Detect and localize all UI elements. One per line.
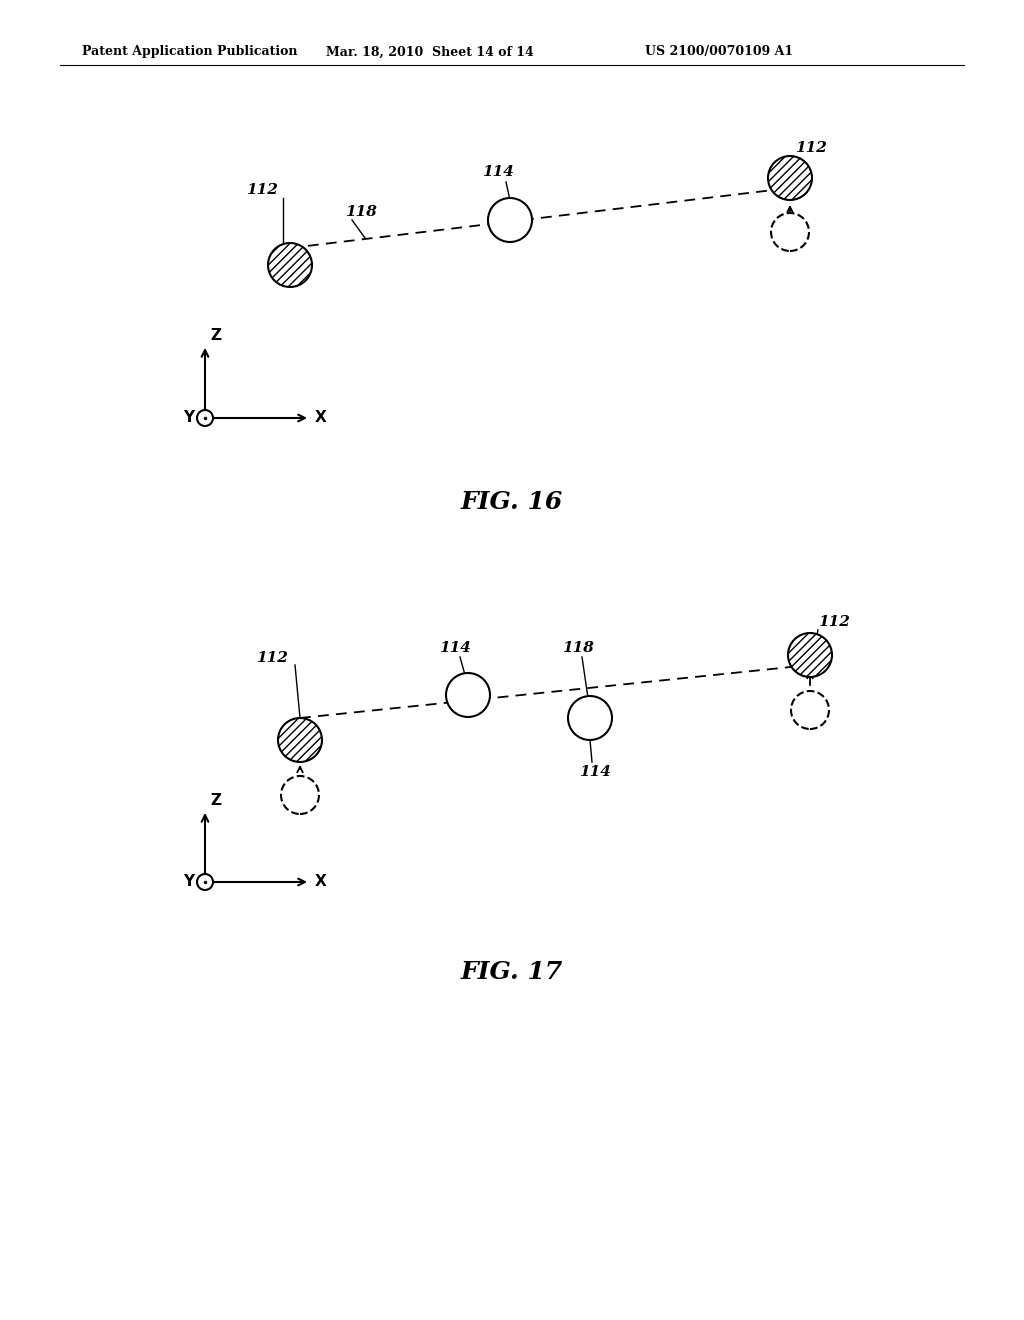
Text: Z: Z <box>210 327 221 343</box>
Text: 114: 114 <box>482 165 514 180</box>
Ellipse shape <box>281 776 319 814</box>
Text: 118: 118 <box>345 205 377 219</box>
Text: 112: 112 <box>818 615 850 630</box>
Text: 114: 114 <box>579 766 611 779</box>
Text: Y: Y <box>183 874 194 890</box>
Text: US 2100/0070109 A1: US 2100/0070109 A1 <box>645 45 794 58</box>
Ellipse shape <box>197 874 213 890</box>
Text: 112: 112 <box>246 183 278 197</box>
Text: 112: 112 <box>256 651 288 665</box>
Ellipse shape <box>788 634 831 677</box>
Text: 114: 114 <box>439 642 471 655</box>
Ellipse shape <box>791 690 829 729</box>
Text: Mar. 18, 2010  Sheet 14 of 14: Mar. 18, 2010 Sheet 14 of 14 <box>326 45 534 58</box>
Ellipse shape <box>568 696 612 741</box>
Text: FIG. 16: FIG. 16 <box>461 490 563 513</box>
Ellipse shape <box>197 411 213 426</box>
Ellipse shape <box>446 673 490 717</box>
Text: FIG. 17: FIG. 17 <box>461 960 563 983</box>
Ellipse shape <box>488 198 532 242</box>
Ellipse shape <box>768 156 812 201</box>
Text: X: X <box>315 874 327 890</box>
Ellipse shape <box>268 243 312 286</box>
Text: Patent Application Publication: Patent Application Publication <box>82 45 298 58</box>
Text: 112: 112 <box>795 141 826 154</box>
Ellipse shape <box>771 213 809 251</box>
Ellipse shape <box>278 718 322 762</box>
Text: Z: Z <box>210 793 221 808</box>
Text: Y: Y <box>183 411 194 425</box>
Text: X: X <box>315 411 327 425</box>
Text: 118: 118 <box>562 642 594 655</box>
